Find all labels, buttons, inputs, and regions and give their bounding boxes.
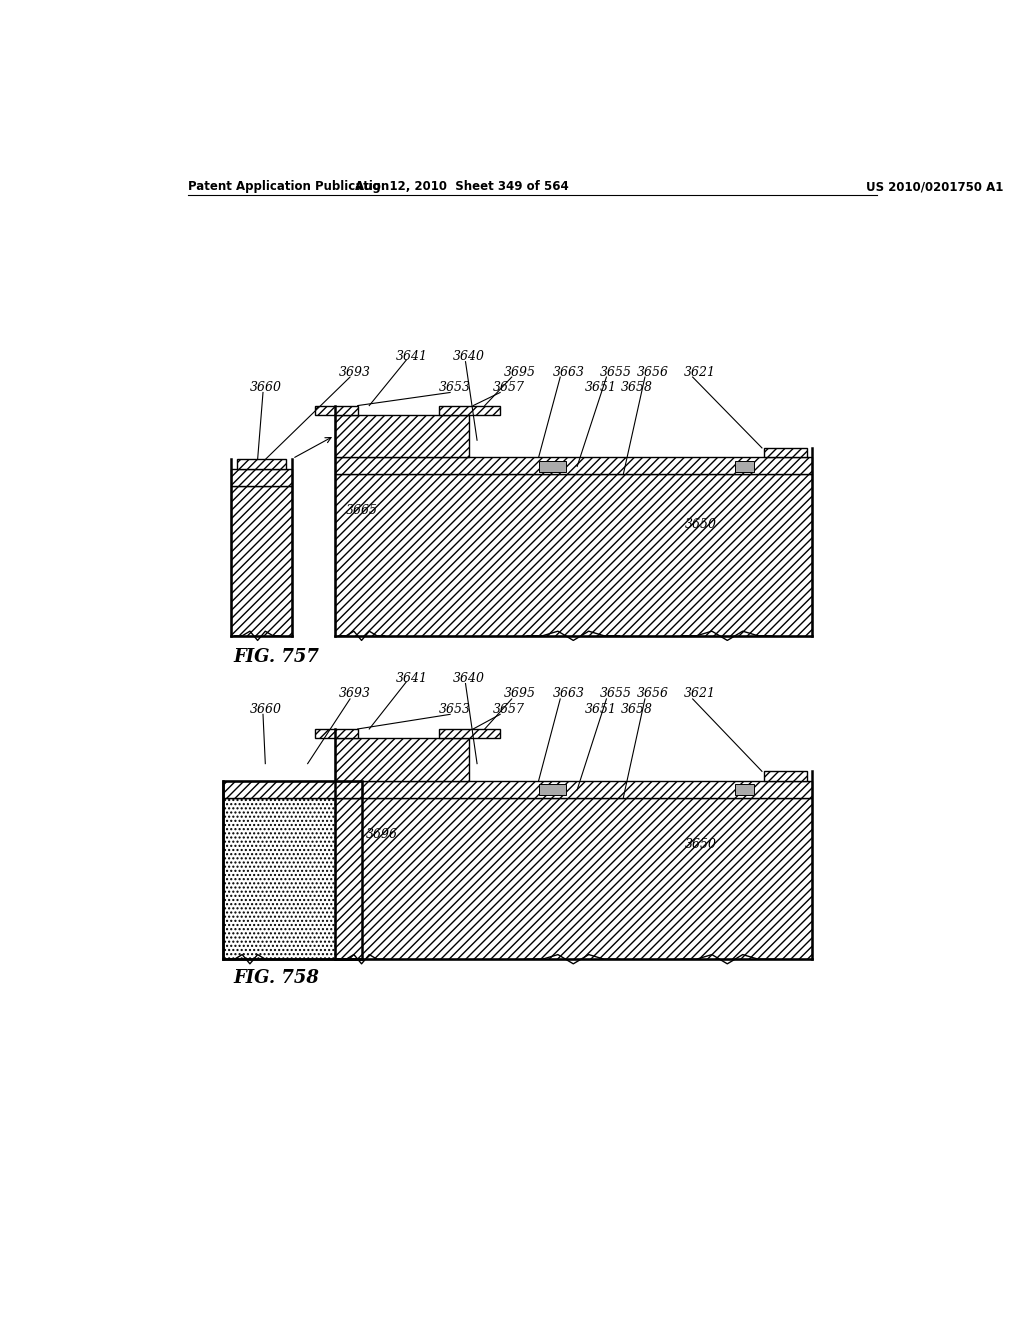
Text: 3695: 3695 [504,688,536,701]
Text: 3663: 3663 [553,688,585,701]
Text: 3660: 3660 [250,381,282,393]
Bar [223,780,361,960]
Bar [230,469,292,486]
Text: 3693: 3693 [339,688,371,701]
Bar [438,729,500,738]
Bar [315,729,357,738]
Text: US 2010/0201750 A1: US 2010/0201750 A1 [866,181,1004,194]
Bar [335,780,812,797]
Text: 3653: 3653 [438,381,471,393]
Bar [539,784,565,795]
Text: 3657: 3657 [493,702,524,715]
Bar [735,784,755,795]
Text: 3621: 3621 [683,366,716,379]
Text: 3641: 3641 [396,350,428,363]
Text: 3663: 3663 [553,366,585,379]
Bar [230,486,292,636]
Text: 3655: 3655 [600,688,632,701]
Bar [539,461,565,471]
Text: 3621: 3621 [683,688,716,701]
Bar [335,474,812,636]
Text: 3650: 3650 [685,838,717,850]
Bar [315,405,357,414]
Text: 3693: 3693 [339,366,371,379]
Bar [223,797,361,960]
Bar [735,461,755,471]
Text: 3655: 3655 [600,366,632,379]
Text: FIG. 757: FIG. 757 [233,648,318,667]
Text: 3640: 3640 [453,672,484,685]
Text: 3653: 3653 [438,702,471,715]
Bar [335,797,812,960]
Text: 3658: 3658 [621,381,653,393]
Bar [237,459,286,469]
Bar [438,405,500,414]
Text: 3658: 3658 [621,702,653,715]
Text: 3665: 3665 [346,504,378,517]
Text: 3660: 3660 [250,702,282,715]
Text: Aug. 12, 2010  Sheet 349 of 564: Aug. 12, 2010 Sheet 349 of 564 [354,181,568,194]
Bar [335,457,812,474]
Text: 3651: 3651 [585,702,616,715]
Text: Patent Application Publication: Patent Application Publication [188,181,389,194]
Text: FIG. 758: FIG. 758 [233,969,318,987]
Bar [764,771,807,780]
Text: 3640: 3640 [453,350,484,363]
Text: 3657: 3657 [493,381,524,393]
Bar [764,447,807,457]
Text: 3641: 3641 [396,672,428,685]
Text: 3656: 3656 [637,366,670,379]
Text: 3650: 3650 [685,517,717,531]
Text: 3651: 3651 [585,381,616,393]
Text: 3696: 3696 [366,828,397,841]
Bar [223,780,361,797]
Bar [335,738,469,780]
Text: 3695: 3695 [504,366,536,379]
Bar [335,414,469,457]
Text: 3656: 3656 [637,688,670,701]
